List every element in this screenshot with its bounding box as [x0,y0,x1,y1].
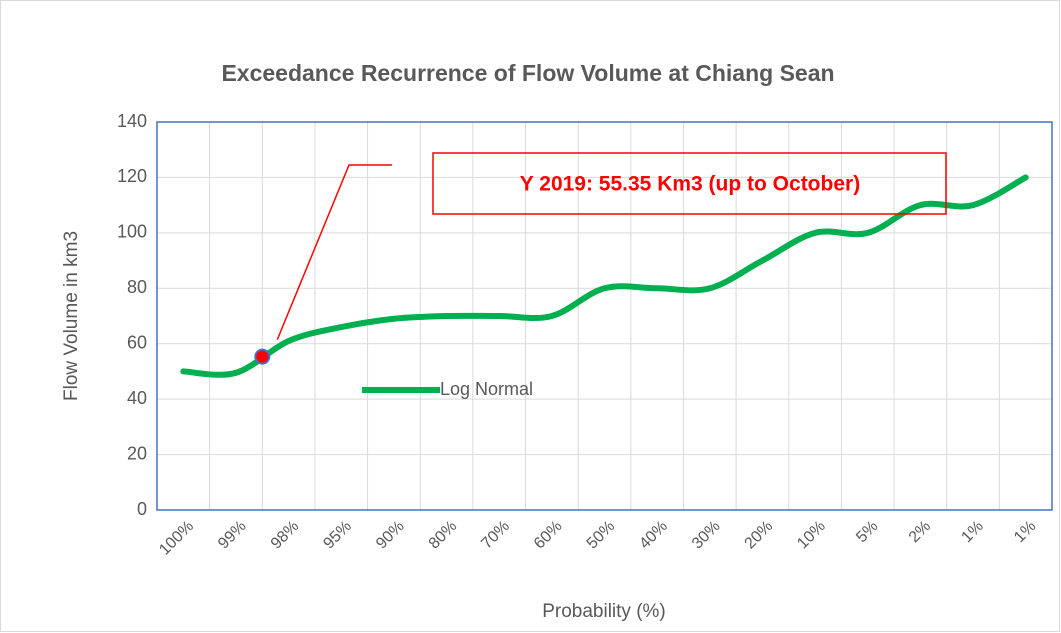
annotation-box [432,152,947,215]
y-tick-label: 80 [127,277,147,297]
annotation-leader [276,164,392,340]
legend-label: Log Normal [440,379,533,399]
y-tick-label: 20 [127,443,147,463]
y-tick-label: 40 [127,388,147,408]
y-tick-label: 140 [117,111,147,131]
y-tick-label: 0 [137,499,147,519]
annotation-point [254,348,271,365]
y-tick-label: 100 [117,222,147,242]
y-tick-label: 60 [127,332,147,352]
y-tick-label: 120 [117,166,147,186]
x-axis-label: Probability (%) [542,601,666,622]
chart-title: Exceedance Recurrence of Flow Volume at … [221,60,834,86]
annotation-text: Y 2019: 55.35 Km3 (up to October) [520,173,860,196]
plot-border [156,121,1053,511]
line [180,174,1029,378]
y-axis-label: Flow Volume in km3 [61,231,82,401]
